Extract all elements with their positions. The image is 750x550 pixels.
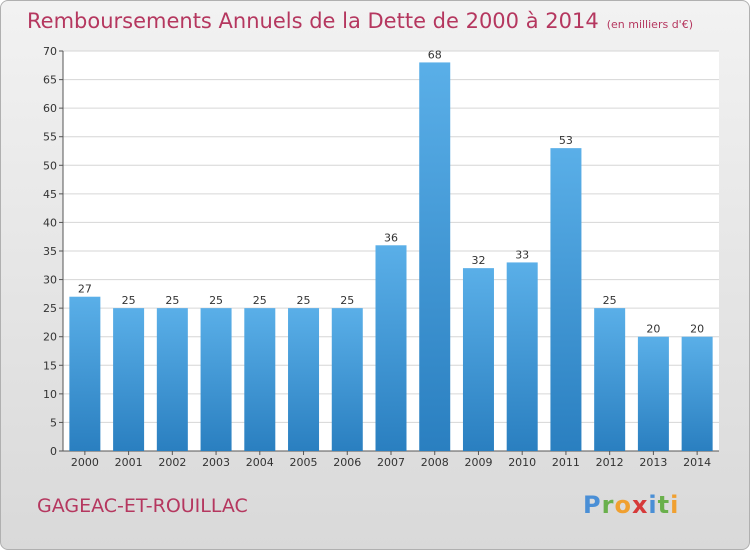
logo-letter: i — [648, 491, 658, 519]
logo-letter: i — [670, 491, 680, 519]
chart-title: Remboursements Annuels de la Dette de 20… — [27, 9, 693, 33]
commune-name: GAGEAC-ET-ROUILLAC — [37, 495, 248, 517]
y-tick-label: 15 — [43, 359, 57, 372]
y-tick-label: 65 — [43, 74, 57, 87]
bar-value-label: 27 — [78, 283, 92, 296]
bar — [156, 308, 188, 451]
x-tick-label: 2006 — [333, 456, 361, 469]
x-tick-label: 2009 — [464, 456, 492, 469]
bar-value-label: 20 — [646, 323, 660, 336]
y-tick-label: 5 — [50, 416, 57, 429]
bar-value-label: 25 — [297, 294, 311, 307]
x-tick-label: 2011 — [552, 456, 580, 469]
bar — [462, 268, 494, 451]
x-tick-label: 2005 — [290, 456, 318, 469]
bar — [331, 308, 363, 451]
bar — [419, 62, 451, 452]
bar — [200, 308, 232, 451]
y-tick-label: 55 — [43, 131, 57, 144]
y-tick-label: 10 — [43, 388, 57, 401]
unit-text: (en milliers d'€) — [606, 18, 693, 31]
bar — [550, 148, 582, 451]
logo-letter: r — [601, 491, 615, 519]
y-tick-label: 20 — [43, 331, 57, 344]
logo-letter: P — [583, 491, 602, 519]
bar-value-label: 53 — [559, 134, 573, 147]
x-tick-label: 2010 — [508, 456, 536, 469]
bar-value-label: 25 — [340, 294, 354, 307]
bar-value-label: 25 — [122, 294, 136, 307]
y-tick-label: 35 — [43, 245, 57, 258]
logo-letter: t — [657, 491, 671, 519]
bar — [113, 308, 145, 451]
bar-value-label: 25 — [253, 294, 267, 307]
title-text: Remboursements Annuels de la Dette de 20… — [27, 9, 599, 33]
bar-value-label: 68 — [428, 48, 442, 61]
x-tick-label: 2008 — [421, 456, 449, 469]
y-tick-label: 70 — [43, 45, 57, 58]
proxiti-logo: Proxiti — [583, 491, 679, 519]
x-tick-label: 2004 — [246, 456, 274, 469]
bar — [506, 262, 538, 451]
y-tick-label: 0 — [50, 445, 57, 458]
x-tick-label: 2002 — [158, 456, 186, 469]
x-tick-label: 2013 — [639, 456, 667, 469]
y-tick-label: 45 — [43, 188, 57, 201]
bar-value-label: 25 — [165, 294, 179, 307]
logo-letter: x — [631, 491, 649, 519]
x-tick-label: 2012 — [596, 456, 624, 469]
bar-value-label: 36 — [384, 231, 398, 244]
y-tick-label: 30 — [43, 274, 57, 287]
x-tick-label: 2001 — [115, 456, 143, 469]
x-tick-label: 2003 — [202, 456, 230, 469]
bar — [288, 308, 320, 451]
bar — [637, 336, 669, 451]
bar — [244, 308, 276, 451]
bar-value-label: 20 — [690, 323, 704, 336]
bar-value-label: 25 — [603, 294, 617, 307]
y-tick-label: 50 — [43, 159, 57, 172]
y-tick-label: 60 — [43, 102, 57, 115]
x-tick-label: 2000 — [71, 456, 99, 469]
x-tick-label: 2014 — [683, 456, 711, 469]
bar-value-label: 25 — [209, 294, 223, 307]
y-tick-label: 40 — [43, 216, 57, 229]
x-tick-label: 2007 — [377, 456, 405, 469]
bar-value-label: 32 — [471, 254, 485, 267]
y-tick-label: 25 — [43, 302, 57, 315]
bar — [69, 296, 101, 451]
bar-value-label: 33 — [515, 248, 529, 261]
bar — [375, 245, 407, 451]
bar — [681, 336, 713, 451]
bar — [594, 308, 626, 451]
logo-letter: o — [614, 491, 632, 519]
